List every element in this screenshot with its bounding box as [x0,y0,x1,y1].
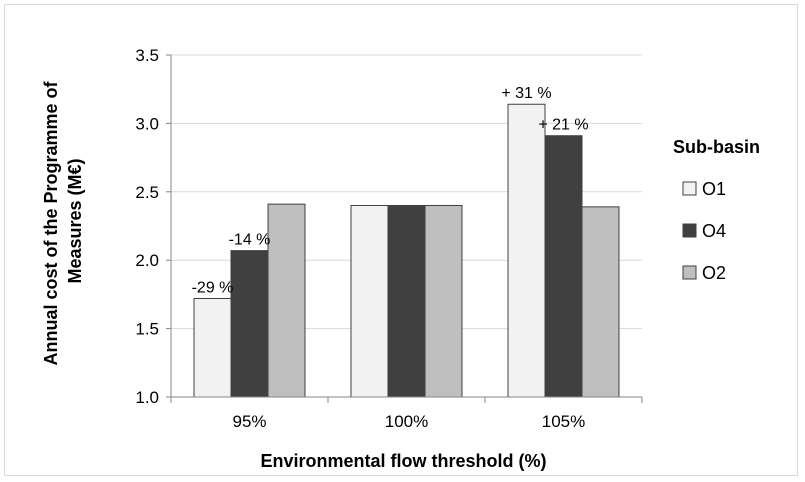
bar-chart: 1.0 1.5 2.0 2.5 3.0 3.5 95% 100% 105% -29 % -14 %… [41,46,760,471]
y-axis-title: Annual cost of the Programme of Measures… [41,76,85,365]
x-tick-label: 100% [385,412,428,431]
bar-o1-2 [507,103,546,398]
data-label: -14 % [229,232,271,249]
legend: Sub-basin O1 O4 O2 [673,137,760,283]
bar-o4-2 [544,135,583,398]
y-tick-label: 1.0 [135,388,159,407]
bar-o4-1 [387,204,426,398]
chart-frame: 1.0 1.5 2.0 2.5 3.0 3.5 95% 100% 105% -29 % -14 %… [4,4,798,476]
bar-o2-1 [424,204,463,398]
y-tick-label: 3.5 [135,46,159,65]
data-label: + 21 % [538,117,588,134]
legend-swatch-o1 [682,181,697,196]
bar-o4-0 [230,250,269,398]
legend-swatch-o2 [682,265,697,280]
axes: 1.0 1.5 2.0 2.5 3.0 3.5 95% 100% 105% [135,46,643,431]
legend-swatch-o4 [682,223,697,238]
x-tick-label: 95% [232,412,266,431]
bar-o2-0 [267,203,306,398]
y-tick-label: 2.0 [135,251,159,270]
data-label: + 31 % [501,85,551,102]
legend-label-o2: O2 [702,263,726,283]
bar-o1-0 [193,298,232,398]
bars [193,103,620,398]
bar-o2-2 [581,206,620,398]
y-tick-label: 1.5 [135,320,159,339]
legend-label-o4: O4 [702,221,726,241]
data-labels: -29 % -14 % + 31 % + 21 % [192,85,589,296]
y-tick-label: 2.5 [135,183,159,202]
y-axis-title-line-2: Measures (M€) [65,158,85,283]
x-tick-label: 105% [542,412,585,431]
legend-title: Sub-basin [673,137,760,157]
legend-items: O1 O4 O2 [682,179,726,283]
legend-label-o1: O1 [702,179,726,199]
y-axis-title-line-1: Annual cost of the Programme of [41,80,61,365]
data-label: -29 % [192,280,234,297]
bar-o1-1 [350,204,389,398]
x-axis-title: Environmental flow threshold (%) [260,451,546,471]
y-tick-label: 3.0 [135,114,159,133]
